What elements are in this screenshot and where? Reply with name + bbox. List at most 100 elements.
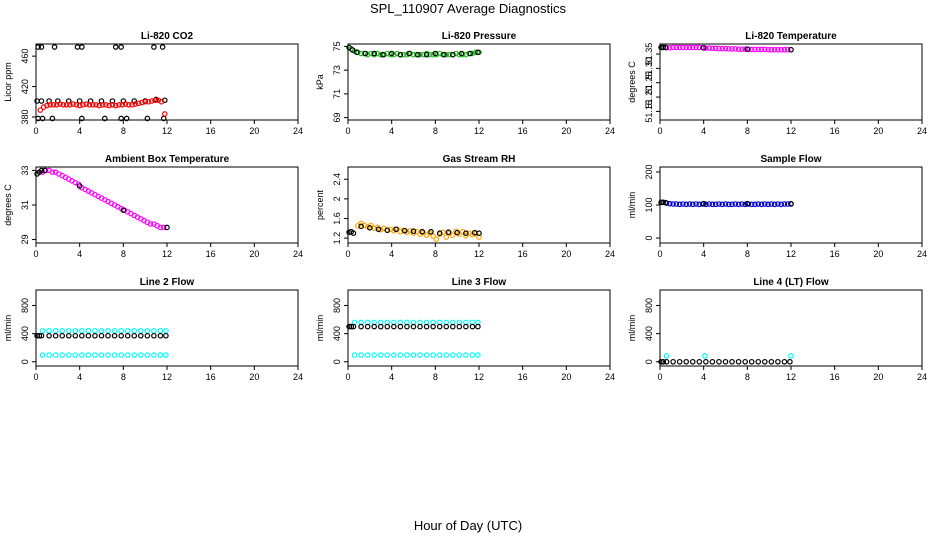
data-point <box>76 102 83 109</box>
data-point <box>719 45 726 52</box>
data-point <box>131 332 138 339</box>
data-point <box>350 230 357 236</box>
data-point <box>111 352 118 358</box>
chart-panel: Ambient Box Temperature 0 4 8 12 16 20 24 29 31 33… <box>3 154 303 259</box>
data-point <box>472 230 479 237</box>
data-point <box>59 352 66 358</box>
data-point <box>443 51 450 58</box>
data-point <box>401 227 408 234</box>
data-point <box>39 115 46 122</box>
data-point <box>716 358 722 365</box>
data-point <box>404 352 410 358</box>
chart-title: Line 3 Flow <box>452 277 507 288</box>
x-tick-label: 20 <box>873 372 883 382</box>
data-point <box>775 358 781 365</box>
y-tick-label: 51.20 <box>644 86 654 109</box>
data-point <box>735 358 742 365</box>
data-point <box>469 352 476 358</box>
data-point <box>440 229 446 236</box>
data-point <box>145 98 152 105</box>
data-point <box>441 51 447 58</box>
data-point <box>394 50 400 57</box>
chart-title: Ambient Box Temperature <box>105 154 230 165</box>
x-tick-label: 0 <box>33 249 38 259</box>
x-tick-label: 12 <box>786 372 796 382</box>
data-point <box>397 323 404 330</box>
data-point <box>74 44 81 50</box>
data-point <box>415 51 421 58</box>
data-point <box>377 51 384 58</box>
y-tick-label: 200 <box>644 164 654 179</box>
data-point <box>163 332 169 339</box>
data-point <box>755 201 762 207</box>
data-point <box>368 50 374 57</box>
y-tick-label: 800 <box>332 298 342 313</box>
y-tick-label: 51.15 <box>644 100 654 123</box>
x-tick-label: 16 <box>206 126 216 136</box>
data-point <box>59 328 66 334</box>
data-point <box>72 332 79 339</box>
data-point <box>364 352 371 358</box>
data-point <box>676 358 683 365</box>
data-point <box>50 102 57 108</box>
data-point <box>348 323 355 330</box>
x-tick-label: 0 <box>657 249 662 259</box>
x-tick-label: 16 <box>518 126 528 136</box>
x-tick-label: 16 <box>518 249 528 259</box>
data-point <box>351 352 358 358</box>
data-point <box>700 200 707 207</box>
data-point <box>80 102 86 108</box>
x-tick-label: 8 <box>121 126 126 136</box>
data-point <box>122 101 129 107</box>
data-series <box>663 200 794 208</box>
data-point <box>118 352 124 358</box>
data-point <box>432 50 439 57</box>
data-point <box>46 332 52 339</box>
x-tick-label: 20 <box>873 126 883 136</box>
data-point <box>138 328 144 334</box>
x-tick-label: 20 <box>561 249 571 259</box>
y-tick-label: 69 <box>332 113 342 123</box>
x-tick-label: 20 <box>561 126 571 136</box>
x-tick-label: 12 <box>474 372 484 382</box>
data-point <box>719 201 726 208</box>
data-point <box>60 102 67 108</box>
data-point <box>712 45 719 52</box>
data-point <box>459 51 466 58</box>
y-tick-label: 0 <box>20 359 30 364</box>
data-point <box>144 115 151 122</box>
data-point <box>51 44 58 50</box>
data-point <box>57 101 63 107</box>
data-point <box>157 352 164 358</box>
x-tick-label: 4 <box>701 372 706 382</box>
data-point <box>135 100 142 107</box>
data-point <box>775 201 781 207</box>
x-tick-label: 24 <box>293 249 303 259</box>
y-tick-label: 51.35 <box>644 43 654 66</box>
data-point <box>79 115 85 122</box>
data-series <box>34 167 170 231</box>
x-tick-label: 24 <box>917 249 927 259</box>
x-tick-label: 20 <box>249 249 259 259</box>
data-point <box>49 169 56 175</box>
data-point <box>159 44 166 50</box>
data-point <box>433 236 440 242</box>
data-point <box>755 46 762 53</box>
data-point <box>96 102 103 109</box>
data-point <box>752 46 758 53</box>
data-point <box>38 332 45 339</box>
data-point <box>93 102 99 108</box>
chart-panel: Gas Stream RH 0 4 8 12 16 20 24 1.2 1.6 2 2.4 percen… <box>315 154 615 259</box>
data-point <box>39 352 46 358</box>
x-tick-label: 0 <box>345 372 350 382</box>
x-tick-label: 8 <box>433 249 438 259</box>
data-point <box>693 201 699 207</box>
data-point <box>433 51 440 58</box>
data-point <box>722 358 729 365</box>
data-point <box>129 102 135 108</box>
data-series <box>39 352 169 358</box>
data-point <box>37 107 44 113</box>
data-point <box>123 115 130 122</box>
data-point <box>706 201 712 207</box>
data-point <box>109 102 116 108</box>
